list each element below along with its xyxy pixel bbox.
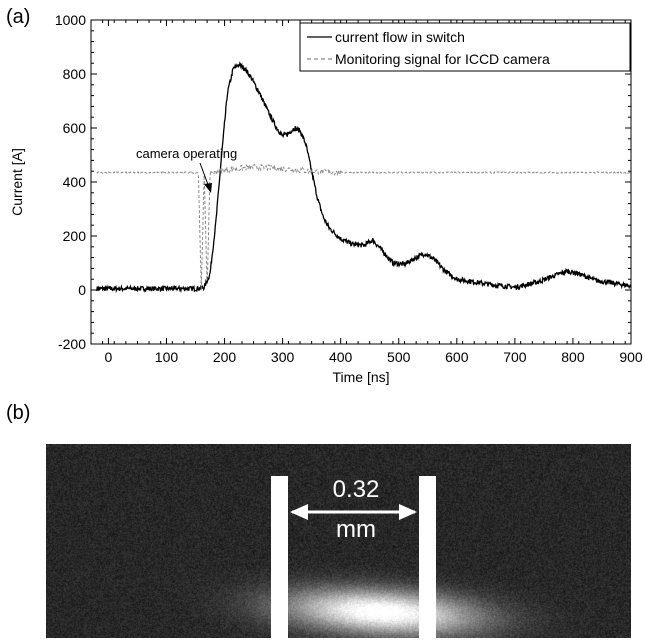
iccd-noise [46,444,631,638]
axis-ticks: 0 100 200 300 400 500 600 700 800 900 -200 0 200 400 6… [55,12,643,365]
annotation-camera-operating: camera operating [136,146,237,161]
panel-label-a: (a) [6,6,31,28]
y-tick-label: 1000 [55,12,86,28]
series-group [96,61,632,294]
y-tick-label: -200 [58,336,86,352]
x-tick-label: 900 [619,349,643,365]
panel-label-b: (b) [6,402,31,424]
series-monitor-line [96,163,631,291]
x-tick-label: 200 [213,349,237,365]
annotation-arrowhead [204,183,212,193]
x-tick-label: 0 [105,349,113,365]
y-tick-label: 600 [63,120,87,136]
legend: current flow in switch Monitoring signal… [299,22,631,72]
x-tick-label: 100 [155,349,179,365]
series-current-line [96,61,632,294]
scale-unit: mm [336,516,376,543]
x-tick-label: 400 [329,349,353,365]
current-chart: 0 100 200 300 400 500 600 700 800 900 -200 0 200 400 6… [9,12,643,385]
scale-bar-left [271,476,288,638]
x-tick-label: 500 [387,349,411,365]
legend-box [299,22,631,72]
iccd-image: 0.32 mm [46,444,631,638]
y-tick-label: 400 [63,174,87,190]
legend-label-monitor: Monitoring signal for ICCD camera [335,51,550,67]
y-tick-label: 0 [78,282,86,298]
y-tick-label: 200 [63,228,87,244]
x-tick-label: 600 [445,349,469,365]
x-axis-label: Time [ns] [332,369,389,385]
scale-arrow [290,504,417,520]
legend-label-current: current flow in switch [335,29,465,45]
y-axis-label: Current [A] [9,148,25,216]
scale-bar-right [419,476,436,638]
scale-value: 0.32 [332,476,380,503]
x-tick-label: 300 [271,349,295,365]
x-tick-label: 700 [503,349,527,365]
y-tick-label: 800 [63,66,87,82]
x-tick-label: 800 [561,349,585,365]
